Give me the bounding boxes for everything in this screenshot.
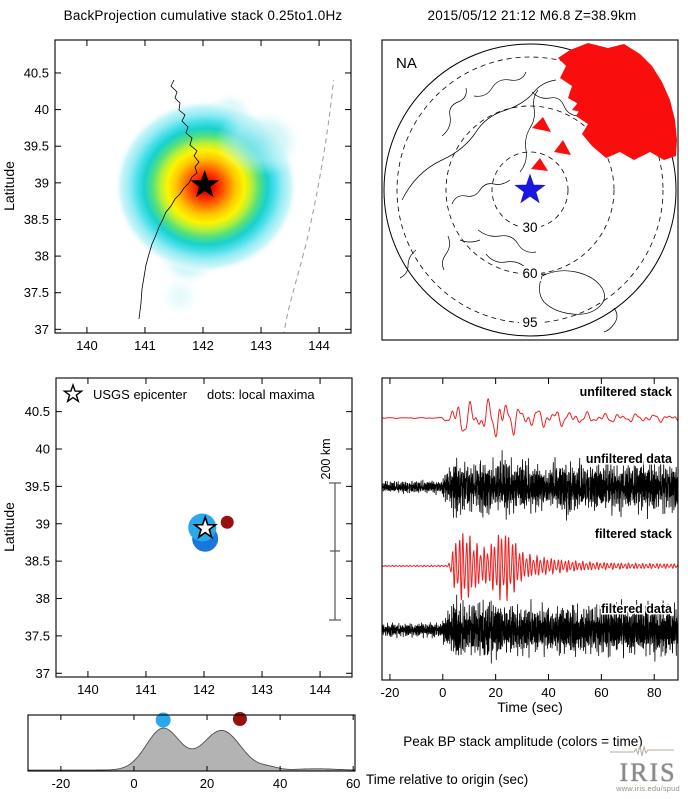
svg-text:143: 143 (250, 338, 272, 353)
svg-text:37: 37 (35, 322, 49, 337)
svg-text:40.5: 40.5 (25, 404, 50, 419)
scale-bar (329, 482, 341, 621)
svg-text:144: 144 (308, 338, 330, 353)
distance-ring-60 (445, 105, 615, 275)
amplitude-dot-dark-red (232, 712, 247, 726)
svg-text:0: 0 (439, 685, 446, 700)
svg-text:39: 39 (36, 516, 50, 531)
amplitude-dot-blue (155, 712, 171, 728)
waveform-trace-filtered-data (382, 594, 678, 664)
svg-text:40: 40 (36, 442, 50, 457)
svg-text:38: 38 (36, 591, 50, 606)
svg-text:144: 144 (309, 682, 331, 697)
svg-text:-20: -20 (51, 776, 70, 791)
scale-bar-label: 200 km (319, 439, 333, 480)
station-region-red (531, 43, 677, 171)
map-horizon-circle (383, 43, 677, 337)
distance-ring-30 (491, 151, 569, 229)
coastline (138, 80, 335, 334)
waveform-trace-unfiltered-stack (382, 398, 678, 438)
svg-text:40.5: 40.5 (24, 65, 49, 80)
axes: -20 0 20 40 60 (27, 714, 360, 791)
svg-text:-20: -20 (381, 685, 400, 700)
iris-seismogram-squiggle-icon (610, 745, 674, 757)
svg-text:40: 40 (541, 685, 555, 700)
axes: 140 141 142 143 144 37 37.5 38 38.5 39 39.5 40 40.5 (24, 39, 352, 353)
svg-text:37: 37 (36, 666, 50, 681)
svg-text:38.5: 38.5 (24, 212, 49, 227)
svg-text:38.5: 38.5 (25, 554, 50, 569)
svg-text:142: 142 (193, 682, 215, 697)
svg-text:140: 140 (76, 338, 98, 353)
local-maxima-markers (188, 513, 234, 552)
event-star-blue (514, 173, 546, 204)
map-legend: USGS epicenter dots: local maxima (62, 382, 315, 404)
latitude-axis-label: Latitude (1, 161, 17, 211)
svg-text:38: 38 (35, 249, 49, 264)
trace-label-filtered-data: filtered data (601, 602, 673, 616)
waveform-trace-unfiltered-data (382, 450, 678, 521)
waveform-trace-filtered-stack (382, 533, 678, 602)
svg-text:141: 141 (134, 338, 156, 353)
trace-label-filtered-stack: filtered stack (595, 527, 672, 541)
amplitude-area (27, 727, 356, 772)
iris-logo: IRIS www.iris.edu/spud (608, 743, 688, 793)
network-label: NA (396, 55, 417, 72)
trench-line (283, 80, 335, 334)
svg-text:80: 80 (647, 685, 661, 700)
origin-time-axis-label: Time relative to origin (sec) (366, 772, 529, 787)
iris-logo-text: IRIS (619, 758, 677, 787)
latitude-axis-label: Latitude (1, 502, 17, 552)
svg-text:40: 40 (35, 102, 49, 117)
legend-usgs-label: USGS epicenter (93, 387, 188, 402)
svg-text:141: 141 (135, 682, 157, 697)
right-panel-title: 2015/05/12 21:12 M6.8 Z=38.9km (427, 8, 637, 23)
svg-text:142: 142 (192, 338, 214, 353)
epicenter-star-black (190, 170, 219, 198)
svg-text:37.5: 37.5 (24, 285, 49, 300)
svg-text:39.5: 39.5 (25, 479, 50, 494)
svg-text:20: 20 (200, 776, 214, 791)
axes: 140 141 142 143 144 37 37.5 38 38.5 39 39.5 40 40.5 (25, 377, 353, 697)
legend-dots-label: dots: local maxima (207, 387, 315, 402)
svg-text:143: 143 (251, 682, 273, 697)
trace-label-unfiltered-data: unfiltered data (586, 452, 673, 466)
svg-text:40: 40 (273, 776, 287, 791)
svg-text:60: 60 (594, 685, 608, 700)
svg-text:39.5: 39.5 (24, 139, 49, 154)
left-panel-title: BackProjection cumulative stack 0.25to1.… (63, 8, 343, 23)
peak-amplitude-caption: Peak BP stack amplitude (colors = time) (403, 734, 643, 749)
svg-text:140: 140 (77, 682, 99, 697)
time-axis-label: Time (sec) (497, 699, 563, 715)
iris-url: www.iris.edu/spud (616, 784, 680, 793)
svg-text:60: 60 (522, 266, 537, 281)
trace-label-unfiltered-stack: unfiltered stack (580, 385, 672, 399)
svg-text:0: 0 (130, 776, 137, 791)
svg-text:37.5: 37.5 (25, 628, 50, 643)
legend-star-icon (62, 382, 84, 404)
maxima-dot-dark-red (220, 515, 234, 529)
usgs-epicenter-star (192, 514, 218, 540)
axes: -20 0 20 40 60 80 (381, 377, 679, 700)
svg-text:30: 30 (522, 220, 537, 235)
svg-text:20: 20 (488, 685, 502, 700)
secondary-heat-blob (159, 276, 201, 317)
svg-text:39: 39 (35, 175, 49, 190)
svg-text:95: 95 (522, 315, 537, 330)
svg-text:60: 60 (346, 776, 360, 791)
